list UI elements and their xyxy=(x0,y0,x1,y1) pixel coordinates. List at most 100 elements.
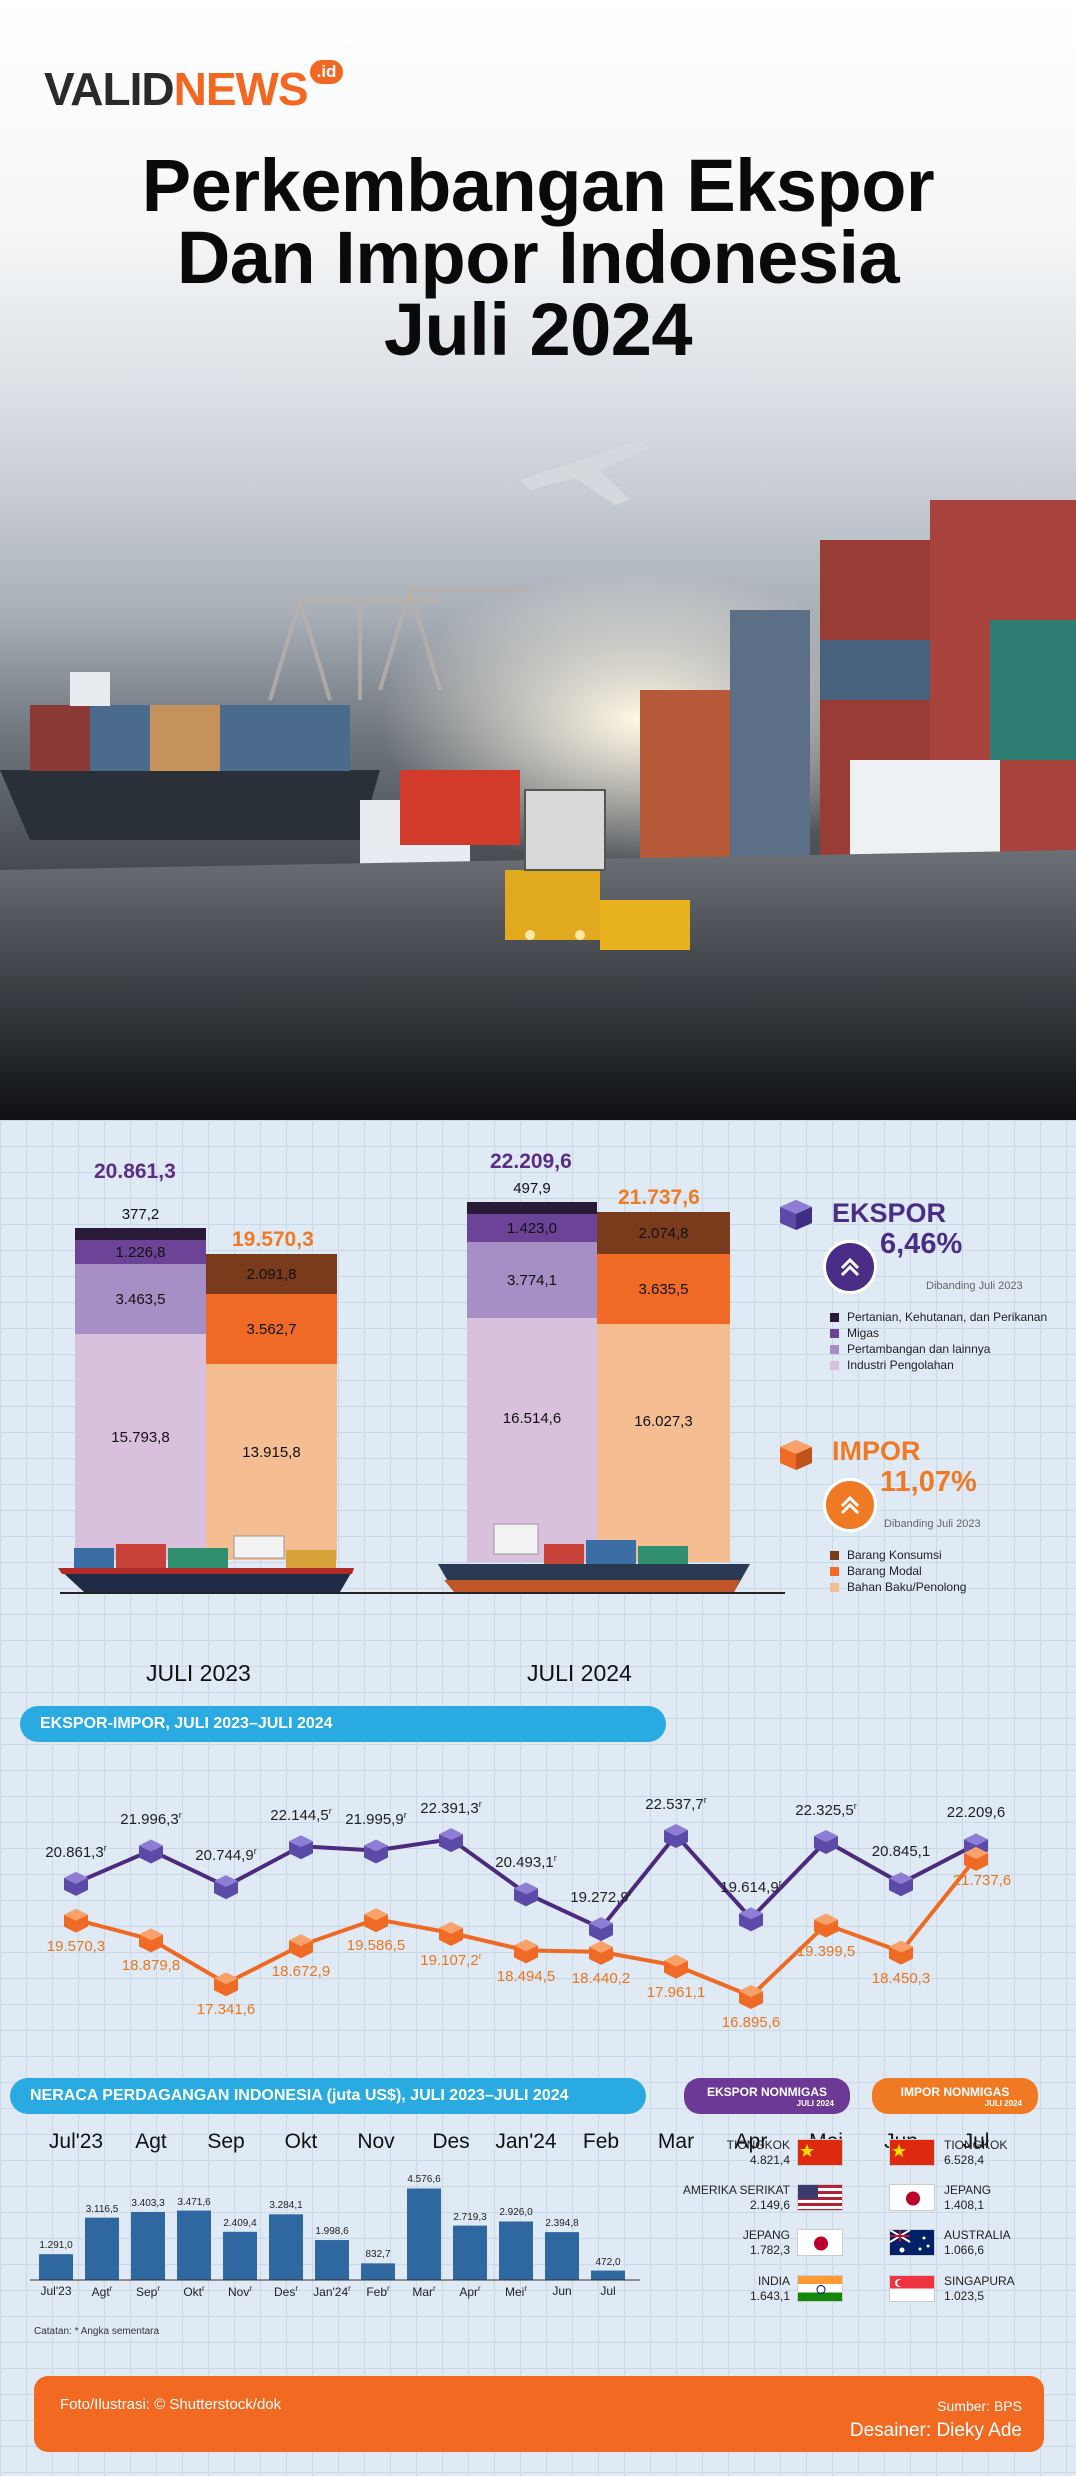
neraca-value-label: 2.719,3 xyxy=(453,2211,487,2223)
month-label: Nov xyxy=(357,2130,395,2153)
neraca-month-label: Oktr xyxy=(183,2284,205,2299)
neraca-month-label: Novr xyxy=(227,2284,253,2299)
impor-point xyxy=(589,1940,613,1965)
ekspor-2024-pertanian-label: 497,9 xyxy=(513,1180,551,1197)
legend-item-pertanian: Pertanian, Kehutanan, dan Perikanan xyxy=(830,1310,1047,1324)
ekspor-2023-migas-bar: 1.226,8 xyxy=(75,1240,206,1264)
ekspor-2023-industri-label: 15.793,8 xyxy=(111,1428,170,1446)
neraca-month-label: Febr xyxy=(366,2284,390,2299)
ekspor-point xyxy=(64,1871,88,1896)
ekspor-2024-pertambangan-label: 3.774,1 xyxy=(506,1271,558,1289)
designer-credit: Desainer: Dieky Ade xyxy=(849,2420,1022,2441)
neraca-month-label: Marr xyxy=(412,2284,436,2299)
impor-partner-1: TIONGKOK 6.528,4 xyxy=(944,2138,1008,2167)
impor-value-label: 19.399,5 xyxy=(796,1942,856,1960)
impor-2024-konsumsi-bar: 2.074,8 xyxy=(597,1212,730,1254)
month-label: Mar xyxy=(657,2130,695,2153)
neraca-value-label: 1.291,0 xyxy=(39,2240,73,2252)
ekspor-2024-migas-bar: 1.423,0 xyxy=(467,1214,597,1242)
legend-item-modal: Barang Modal xyxy=(830,1564,922,1578)
legend-item-industri: Industri Pengolahan xyxy=(830,1358,954,1372)
flag-india-icon xyxy=(797,2275,843,2302)
impor-point xyxy=(814,1913,838,1938)
legend-item-pertambangan: Pertambangan dan lainnya xyxy=(830,1342,990,1356)
ekspor-value-label: 22.325,5r xyxy=(795,1801,857,1820)
ekspor-point xyxy=(289,1835,313,1860)
year-label-2023: JULI 2023 xyxy=(146,1660,251,1686)
neraca-value-label: 3.471,6 xyxy=(177,2196,211,2208)
ekspor-2023-pertambangan-label: 3.463,5 xyxy=(115,1290,166,1308)
neraca-bar xyxy=(591,2270,625,2280)
impor-2023-modal-bar: 3.562,7 xyxy=(206,1294,337,1364)
line-chart-header: EKSPOR-IMPOR, JULI 2023–JULI 2024 xyxy=(20,1706,666,1742)
validnews-logo: VALIDNEWS .id xyxy=(44,60,344,116)
impor-point xyxy=(739,1985,763,2009)
total-impor-2024: 21.737,6 xyxy=(618,1186,700,1209)
month-label: Jul'23 xyxy=(48,2130,104,2153)
flag-singapore-icon xyxy=(889,2275,935,2302)
neraca-bar xyxy=(85,2217,119,2280)
ekspor-point xyxy=(439,1828,463,1853)
neraca-value-label: 1.998,6 xyxy=(315,2226,349,2238)
ekspor-impor-line-chart xyxy=(64,1824,988,2009)
ekspor-growth: 6,46% xyxy=(880,1228,963,1260)
ekspor-2023-migas-label: 1.226,8 xyxy=(115,1243,166,1261)
impor-growth-note: Dibanding Juli 2023 xyxy=(884,1518,981,1530)
impor-point xyxy=(664,1954,688,1979)
port-illustration xyxy=(0,440,1076,1120)
ekspor-2024-industri-bar: 16.514,6 xyxy=(467,1318,597,1562)
ekspor-point xyxy=(739,1907,763,1932)
impor-value-label: 17.961,1 xyxy=(646,1983,706,2001)
total-ekspor-2024: 22.209,6 xyxy=(490,1150,572,1173)
ship-icon-2023 xyxy=(58,1535,354,1592)
cube-impor-icon xyxy=(780,1440,812,1470)
impor-2024-bahan-baku-label: 16.027,3 xyxy=(634,1412,693,1430)
impor-value-label: 18.440,2 xyxy=(571,1969,631,1987)
ekspor-value-label: 22.391,3r xyxy=(420,1799,482,1818)
neraca-value-label: 832,7 xyxy=(365,2249,391,2261)
ekspor-2023-industri-bar: 15.793,8 xyxy=(75,1334,206,1560)
ekspor-point xyxy=(214,1875,238,1900)
footer: Foto/Ilustrasi: © Shutterstock/dok Sumbe… xyxy=(34,2376,1044,2452)
ekspor-value-label: 22.537,7r xyxy=(645,1795,707,1813)
neraca-value-label: 2.394,8 xyxy=(545,2218,579,2230)
neraca-month-label: Sepr xyxy=(135,2284,161,2299)
impor-2023-bahan-baku-label: 13.915,8 xyxy=(242,1443,301,1461)
neraca-bar xyxy=(453,2225,487,2280)
impor-legend-title: IMPOR xyxy=(832,1436,921,1466)
ekspor-partner-1: TIONGKOK 4.821,4 xyxy=(726,2138,790,2167)
impor-value-label: 18.450,3 xyxy=(871,1969,931,1987)
neraca-month-label: Desr xyxy=(273,2284,299,2299)
neraca-bar xyxy=(407,2188,441,2280)
year-label-2024: JULI 2024 xyxy=(527,1660,632,1686)
impor-value-label: 19.107,2r xyxy=(420,1950,482,1969)
ekspor-value-label: 20.744,9r xyxy=(195,1846,257,1865)
ekspor-point xyxy=(514,1882,538,1907)
impor-point xyxy=(889,1940,913,1965)
neraca-value-label: 3.284,1 xyxy=(269,2200,303,2212)
title-line-3: Juli 2024 xyxy=(383,288,693,371)
month-label: Sep xyxy=(207,2130,245,2153)
ekspor-value-label: 22.144,5r xyxy=(270,1806,332,1825)
ekspor-value-label: 22.209,6 xyxy=(946,1804,1006,1822)
month-label: Feb xyxy=(582,2130,620,2153)
impor-partner-2: JEPANG 1.408,1 xyxy=(944,2183,992,2212)
impor-partner-3: AUSTRALIA 1.066,6 xyxy=(944,2228,1011,2257)
impor-point xyxy=(214,1972,238,1997)
impor-value-label: 18.879,8 xyxy=(121,1957,181,1975)
impor-2023-konsumsi-label: 2.091,8 xyxy=(246,1265,297,1283)
ekspor-2024-pertambangan-bar: 3.774,1 xyxy=(467,1242,597,1318)
legend-item-bahan-baku: Bahan Baku/Penolong xyxy=(830,1580,966,1594)
neraca-month-label: Jul'23 xyxy=(40,2284,72,2298)
ekspor-value-label: 21.996,3r xyxy=(120,1810,182,1829)
impor-value-label: 19.570,3 xyxy=(46,1937,106,1955)
impor-point xyxy=(64,1908,88,1933)
flag-usa-icon xyxy=(797,2184,843,2211)
neraca-header: NERACA PERDAGANGAN INDONESIA (juta US$),… xyxy=(10,2078,646,2114)
neraca-value-label: 472,0 xyxy=(595,2256,621,2268)
impor-point xyxy=(289,1934,313,1959)
impor-partner-4: SINGAPURA 1.023,5 xyxy=(944,2274,1015,2303)
ekspor-2024-migas-label: 1.423,0 xyxy=(506,1219,558,1237)
impor-point xyxy=(364,1908,388,1933)
neraca-bar xyxy=(269,2214,303,2280)
